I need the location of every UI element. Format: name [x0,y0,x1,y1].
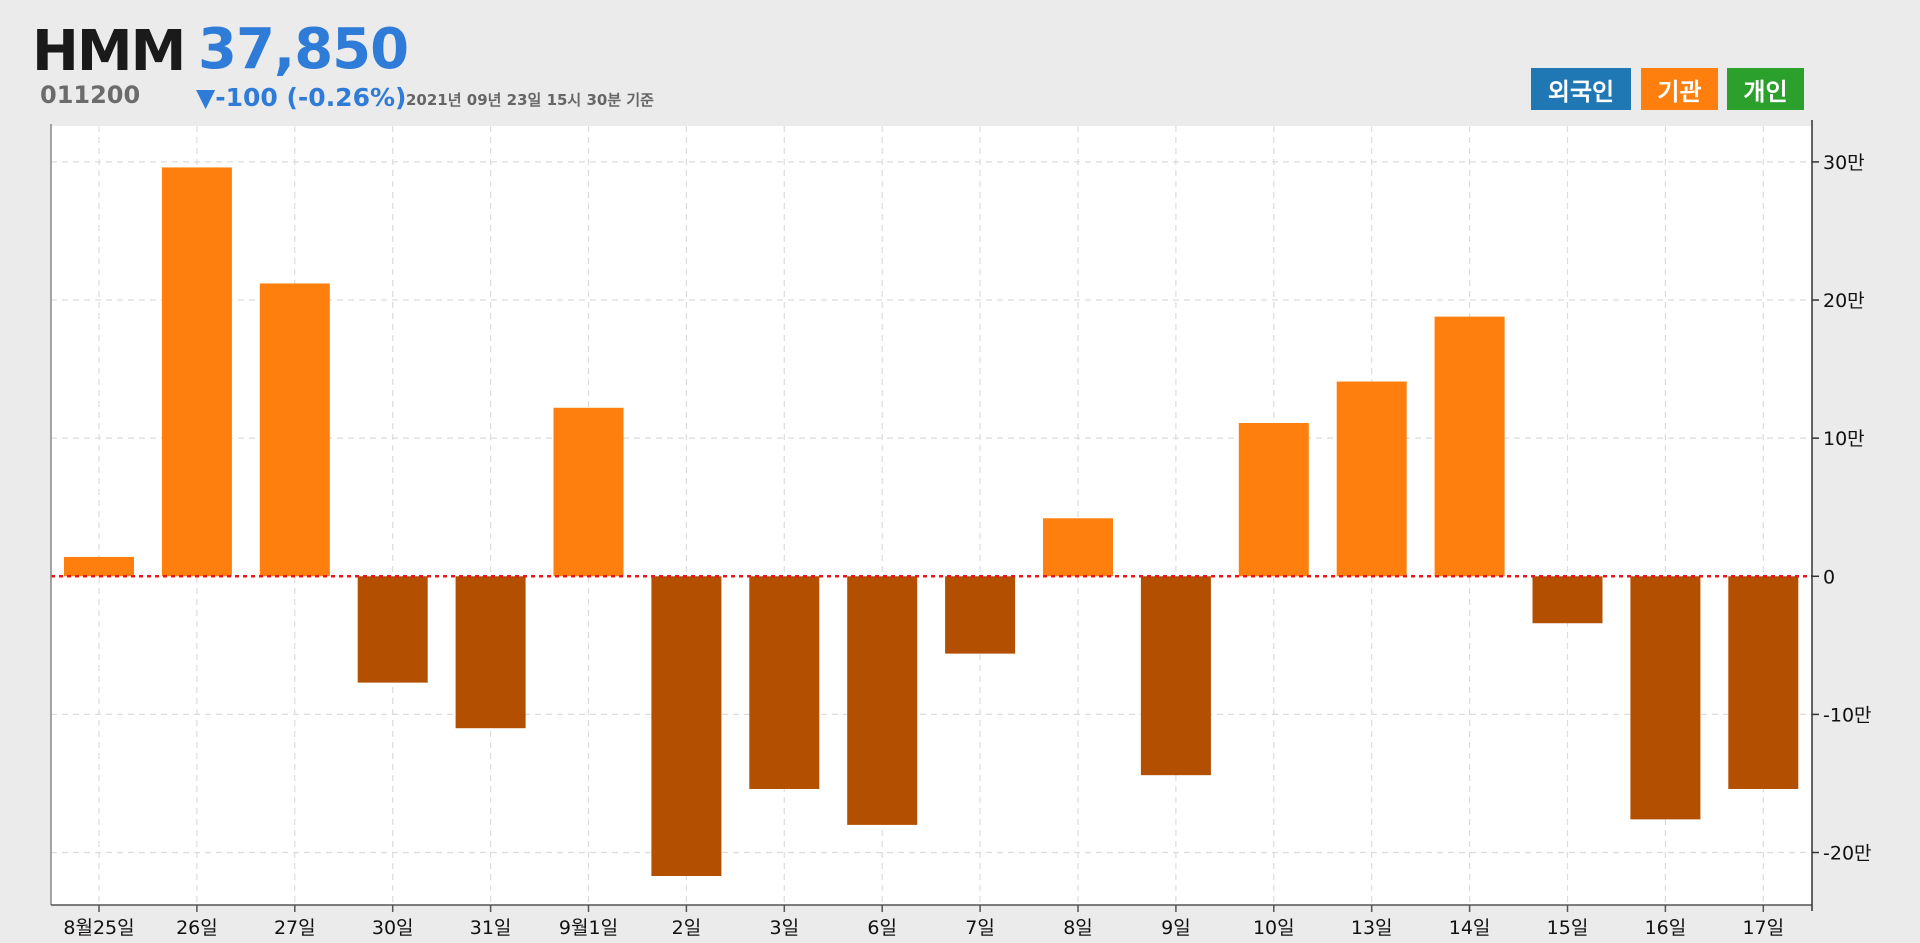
bar [1336,381,1407,577]
plot-area [51,126,1812,905]
bar [259,283,330,577]
bar [161,167,232,577]
y-tick-label: 20만 [1823,290,1865,312]
x-tick-label: 9월1일 [559,917,618,939]
x-tick-label: 30일 [372,917,414,939]
y-tick-label: 30만 [1823,152,1865,174]
bar [1140,576,1211,776]
x-tick-label: 14일 [1449,917,1491,939]
price-change: ▼-100 (-0.26%) [196,83,407,112]
bar [1728,576,1799,789]
current-price: 37,850 [198,17,409,82]
x-tick-label: 27일 [274,917,316,939]
bar [1630,576,1701,820]
x-tick-label: 10일 [1253,917,1295,939]
bar [1434,316,1505,577]
x-tick-label: 26일 [176,917,218,939]
bar [749,576,820,789]
legend-institution-button[interactable]: 기관 [1641,68,1718,110]
bar [1043,518,1113,577]
x-tick-label: 9일 [1161,917,1191,939]
bar [64,556,134,577]
y-tick-label: 0 [1823,566,1835,588]
stock-name: HMM [32,19,186,84]
bar [945,576,1016,654]
x-tick-label: 8일 [1063,917,1093,939]
y-tick-label: -20만 [1823,843,1872,865]
x-tick-label: 13일 [1351,917,1393,939]
stock-code: 011200 [40,81,141,109]
x-tick-label: 31일 [470,917,512,939]
chart-container: 30만 20만 10만 0 -10만 -20만 8월25일 26일 27일 30일 31일 9월1일… [0,120,1920,939]
x-tick-label: 7일 [965,917,995,939]
bar [357,576,428,683]
x-tick-label: 2일 [672,917,702,939]
legend-individual-button[interactable]: 개인 [1727,68,1804,110]
x-tick-label: 8월25일 [63,917,134,939]
timestamp: 2021년 09년 23일 15시 30분 기준 [406,91,654,109]
y-tick-label: 10만 [1823,428,1865,450]
x-tick-label: 6일 [867,917,897,939]
bar [1238,422,1309,577]
bar [1532,576,1603,624]
x-tick-label: 3일 [770,917,800,939]
bar-chart: 30만 20만 10만 0 -10만 -20만 8월25일 26일 27일 30일 31일 9월1일… [50,120,1872,939]
y-tick-label: -10만 [1823,704,1872,726]
stock-header: HMM 011200 37,850 ▼-100 (-0.26%) 2021년 0… [0,0,1920,125]
bar [651,576,722,876]
x-tick-label: 16일 [1645,917,1687,939]
x-tick-label: 15일 [1547,917,1589,939]
bar [553,407,624,577]
bar [847,576,918,825]
legend-foreign-button[interactable]: 외국인 [1531,68,1631,110]
bar [455,576,526,729]
x-tick-label: 17일 [1742,917,1784,939]
